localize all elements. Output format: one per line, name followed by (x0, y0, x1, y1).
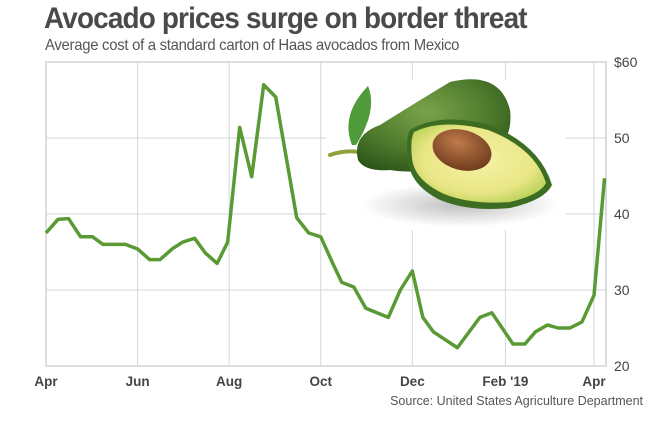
x-tick-label: Apr (582, 374, 606, 389)
y-tick-label: 30 (614, 282, 630, 298)
y-tick-label: $60 (614, 54, 638, 70)
y-axis: $60 50 40 30 20 (614, 54, 638, 374)
y-tick-label: 50 (614, 130, 630, 146)
x-tick-label: Apr (34, 374, 58, 389)
x-tick-label: Aug (216, 374, 242, 389)
y-tick-label: 20 (614, 358, 630, 374)
data-points (45, 84, 605, 348)
x-axis: Apr Jun Aug Oct Dec Feb '19 Apr (34, 374, 606, 389)
source-note: Source: United States Agriculture Depart… (390, 394, 643, 408)
x-tick-label: Oct (309, 374, 332, 389)
avocado-illustration (326, 79, 566, 230)
x-tick-label: Feb '19 (482, 374, 528, 389)
chart-subtitle: Average cost of a standard carton of Haa… (45, 37, 460, 54)
chart-title: Avocado prices surge on border threat (44, 2, 528, 35)
x-tick-label: Dec (400, 374, 425, 389)
y-tick-label: 40 (614, 206, 630, 222)
x-tick-label: Jun (126, 374, 150, 389)
